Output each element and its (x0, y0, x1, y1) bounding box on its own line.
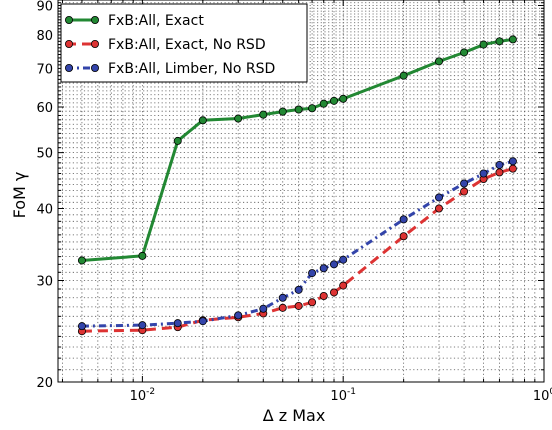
data-point (259, 304, 268, 313)
axis-ticks: 20 30 40 50 60 70 80 90 10-2 10-1 100 (36, 0, 552, 404)
data-point (138, 321, 147, 330)
data-point (460, 48, 469, 57)
data-point (259, 110, 268, 119)
data-point (339, 255, 348, 264)
series-3 (77, 157, 517, 331)
data-point (435, 57, 444, 66)
data-point (399, 215, 408, 224)
series-1 (77, 35, 517, 265)
data-point (508, 164, 517, 173)
y-tick-label: 30 (36, 275, 53, 290)
data-point (479, 169, 488, 178)
legend-swatch-marker (65, 40, 74, 49)
data-point (278, 107, 287, 116)
data-point (198, 317, 207, 326)
legend-entries: FxB:All, Exact FxB:All, Exact, No RSD FxB:… (65, 13, 275, 77)
legend-entry: FxB:All, Exact (65, 13, 204, 29)
legend: FxB:All, Exact FxB:All, Exact, No RSD FxB:… (60, 3, 308, 83)
y-tick-label: 70 (36, 62, 53, 77)
legend-label: FxB:All, Exact, No RSD (108, 37, 266, 53)
data-point (495, 160, 504, 169)
legend-swatch-marker (91, 15, 100, 24)
data-point (234, 311, 243, 320)
x-tick-label: 10-1 (330, 387, 356, 404)
data-point (319, 264, 328, 273)
y-tick-label: 50 (36, 147, 53, 162)
data-point (399, 232, 408, 241)
data-point (460, 179, 469, 188)
data-point (138, 251, 147, 260)
x-axis-label: Δ z Max (263, 406, 326, 425)
legend-box (60, 3, 308, 83)
data-point (508, 35, 517, 44)
data-point (234, 114, 243, 123)
data-point (278, 303, 287, 312)
y-tick-label: 80 (36, 29, 53, 44)
legend-label: FxB:All, Exact (108, 13, 204, 29)
data-point (495, 37, 504, 46)
data-point (330, 96, 339, 105)
y-tick-label: 20 (36, 376, 53, 391)
data-point (435, 193, 444, 202)
legend-entry: FxB:All, Exact, No RSD (65, 37, 266, 53)
data-point (308, 269, 317, 278)
data-point (495, 168, 504, 177)
data-point (508, 157, 517, 166)
y-tick-label: 40 (36, 202, 53, 217)
data-point (319, 99, 328, 108)
legend-entry: FxB:All, Limber, No RSD (65, 61, 275, 77)
data-point (399, 71, 408, 80)
series-line (81, 159, 514, 328)
y-tick-label: 90 (36, 0, 53, 15)
data-point (479, 40, 488, 49)
data-point (460, 187, 469, 196)
legend-swatch-marker (91, 40, 100, 49)
data-point (435, 204, 444, 213)
series-2 (77, 164, 517, 336)
plot-frame (57, 0, 545, 383)
y-axis-label: FoM γ (10, 172, 29, 219)
plot-series (77, 35, 517, 336)
data-point (294, 301, 303, 310)
data-point (173, 136, 182, 145)
data-point (173, 319, 182, 328)
data-point (198, 116, 207, 125)
data-point (77, 256, 86, 265)
data-point (319, 291, 328, 300)
data-point (77, 322, 86, 331)
data-point (330, 260, 339, 269)
data-point (278, 293, 287, 302)
data-point (294, 105, 303, 114)
legend-label: FxB:All, Limber, No RSD (108, 61, 275, 77)
x-tick-label: 100 (533, 387, 552, 404)
legend-swatch-marker (65, 15, 74, 24)
x-tick-label: 10-2 (130, 387, 156, 404)
data-point (308, 104, 317, 113)
legend-swatch-marker (65, 64, 74, 73)
legend-swatch-marker (91, 64, 100, 73)
data-point (339, 94, 348, 103)
data-point (330, 288, 339, 297)
data-point (308, 298, 317, 307)
data-point (339, 281, 348, 290)
data-point (294, 285, 303, 294)
y-tick-label: 60 (36, 101, 53, 116)
